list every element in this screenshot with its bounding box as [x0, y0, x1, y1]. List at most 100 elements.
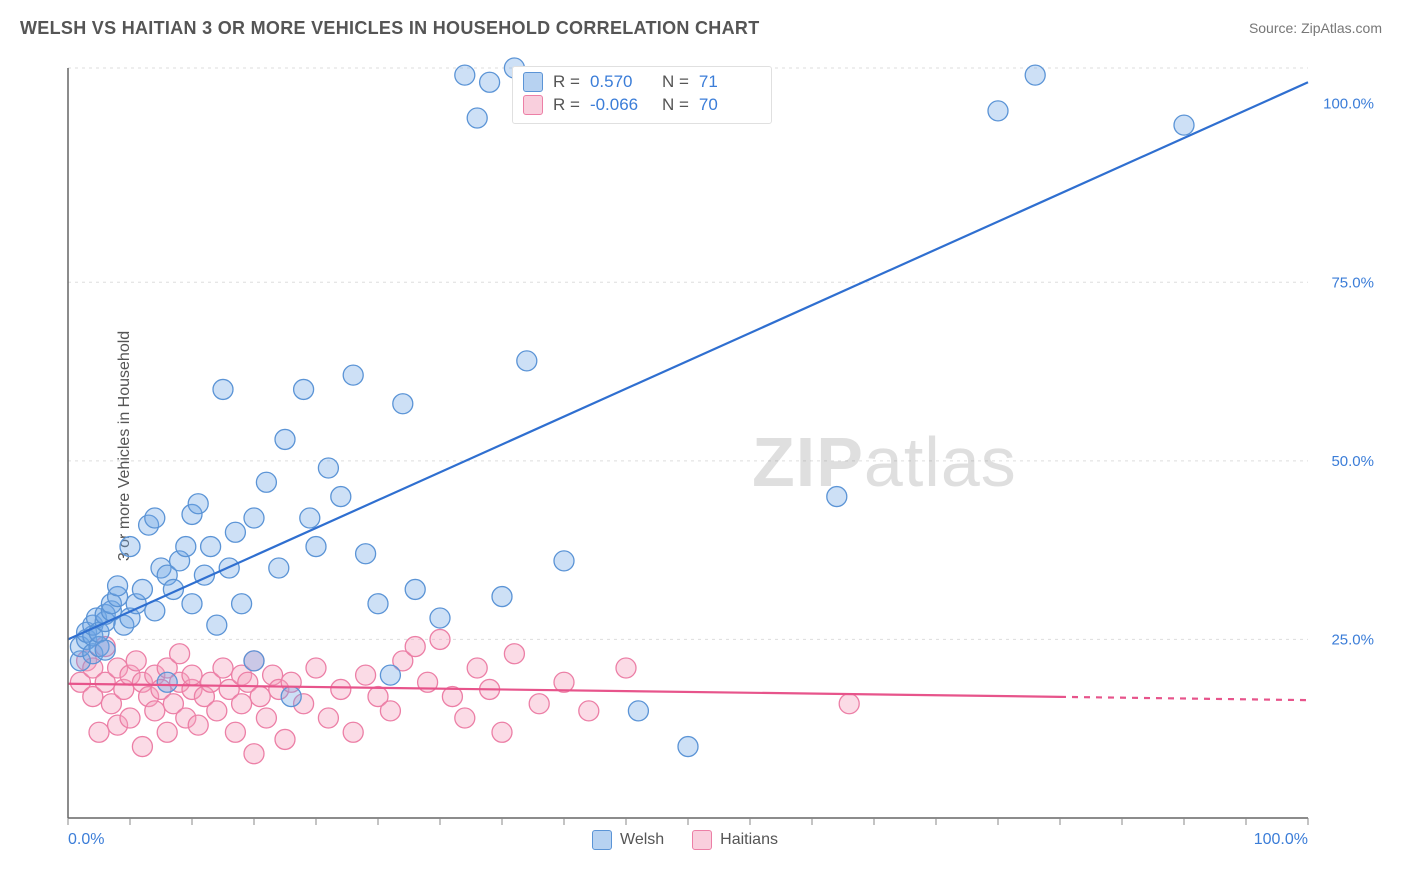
scatter-point [1174, 115, 1194, 135]
scatter-point [356, 544, 376, 564]
chart-title: WELSH VS HAITIAN 3 OR MORE VEHICLES IN H… [20, 18, 760, 39]
legend-n-value: 71 [699, 71, 761, 94]
scatter-point [529, 694, 549, 714]
scatter-point [250, 687, 270, 707]
scatter-point [281, 687, 301, 707]
trend-line [68, 82, 1308, 639]
scatter-point [275, 729, 295, 749]
scatter-point [132, 737, 152, 757]
scatter-point [430, 629, 450, 649]
scatter-point [157, 722, 177, 742]
scatter-point [244, 651, 264, 671]
x-tick-label: 100.0% [1254, 831, 1308, 848]
legend-n-label: N = [662, 71, 689, 94]
series-legend: Welsh Haitians [592, 830, 778, 850]
scatter-point [430, 608, 450, 628]
scatter-point [244, 508, 264, 528]
scatter-point [182, 594, 202, 614]
legend-swatch [592, 830, 612, 850]
legend-item: Haitians [692, 830, 778, 850]
scatter-point [827, 487, 847, 507]
scatter-point [988, 101, 1008, 121]
scatter-point [108, 576, 128, 596]
scatter-point [188, 494, 208, 514]
scatter-point [145, 701, 165, 721]
scatter-point [188, 715, 208, 735]
scatter-point [225, 722, 245, 742]
scatter-point [207, 615, 227, 635]
scatter-point [306, 658, 326, 678]
legend-r-label: R = [553, 71, 580, 94]
scatter-point [343, 722, 363, 742]
scatter-point [225, 522, 245, 542]
correlation-legend: R = 0.570 N = 71 R = -0.066 N = 70 [512, 66, 772, 124]
scatter-point [232, 594, 252, 614]
y-tick-label: 50.0% [1331, 453, 1374, 470]
scatter-point [213, 658, 233, 678]
y-tick-label: 100.0% [1323, 96, 1374, 113]
scatter-point [132, 579, 152, 599]
legend-row: R = -0.066 N = 70 [523, 94, 761, 117]
scatter-point [331, 679, 351, 699]
legend-swatch [523, 72, 543, 92]
legend-row: R = 0.570 N = 71 [523, 71, 761, 94]
scatter-point [294, 379, 314, 399]
scatter-point [331, 487, 351, 507]
legend-item: Welsh [592, 830, 664, 850]
scatter-point [380, 665, 400, 685]
scatter-point [95, 640, 115, 660]
scatter-point [269, 558, 289, 578]
scatter-point [201, 537, 221, 557]
scatter-point [157, 672, 177, 692]
legend-n-value: 70 [699, 94, 761, 117]
scatter-point [517, 351, 537, 371]
scatter-point [356, 665, 376, 685]
scatter-point [628, 701, 648, 721]
scatter-point [300, 508, 320, 528]
scatter-point [492, 722, 512, 742]
legend-swatch [692, 830, 712, 850]
x-tick-label: 0.0% [68, 831, 104, 848]
scatter-point [554, 551, 574, 571]
trend-line-dashed [1060, 697, 1308, 700]
scatter-point [182, 665, 202, 685]
legend-r-label: R = [553, 94, 580, 117]
scatter-point [405, 637, 425, 657]
scatter-point [232, 694, 252, 714]
scatter-point [213, 379, 233, 399]
scatter-point [170, 644, 190, 664]
scatter-point [120, 708, 140, 728]
scatter-point [492, 587, 512, 607]
legend-r-value: -0.066 [590, 94, 652, 117]
scatter-point [343, 365, 363, 385]
scatter-point [504, 644, 524, 664]
scatter-point [455, 65, 475, 85]
scatter-point [368, 594, 388, 614]
y-tick-label: 25.0% [1331, 631, 1374, 648]
legend-n-label: N = [662, 94, 689, 117]
scatter-point [380, 701, 400, 721]
legend-r-value: 0.570 [590, 71, 652, 94]
scatter-point [318, 708, 338, 728]
y-tick-label: 75.0% [1331, 274, 1374, 291]
legend-swatch [523, 95, 543, 115]
scatter-point [176, 537, 196, 557]
scatter-point [455, 708, 475, 728]
scatter-point [579, 701, 599, 721]
chart-container: 0.0%100.0%25.0%50.0%75.0%100.0% ZIPatlas… [52, 52, 1382, 852]
scatter-point [306, 537, 326, 557]
scatter-chart: 0.0% 100.0% 25.0% 50.0% 75.0% 100.0% [52, 52, 1382, 852]
scatter-point [480, 72, 500, 92]
scatter-point [839, 694, 859, 714]
scatter-point [467, 658, 487, 678]
scatter-point [1025, 65, 1045, 85]
scatter-point [678, 737, 698, 757]
scatter-point [467, 108, 487, 128]
scatter-point [616, 658, 636, 678]
scatter-point [126, 651, 146, 671]
scatter-point [89, 722, 109, 742]
scatter-point [318, 458, 338, 478]
legend-label: Haitians [720, 831, 778, 849]
scatter-point [207, 701, 227, 721]
scatter-point [393, 394, 413, 414]
